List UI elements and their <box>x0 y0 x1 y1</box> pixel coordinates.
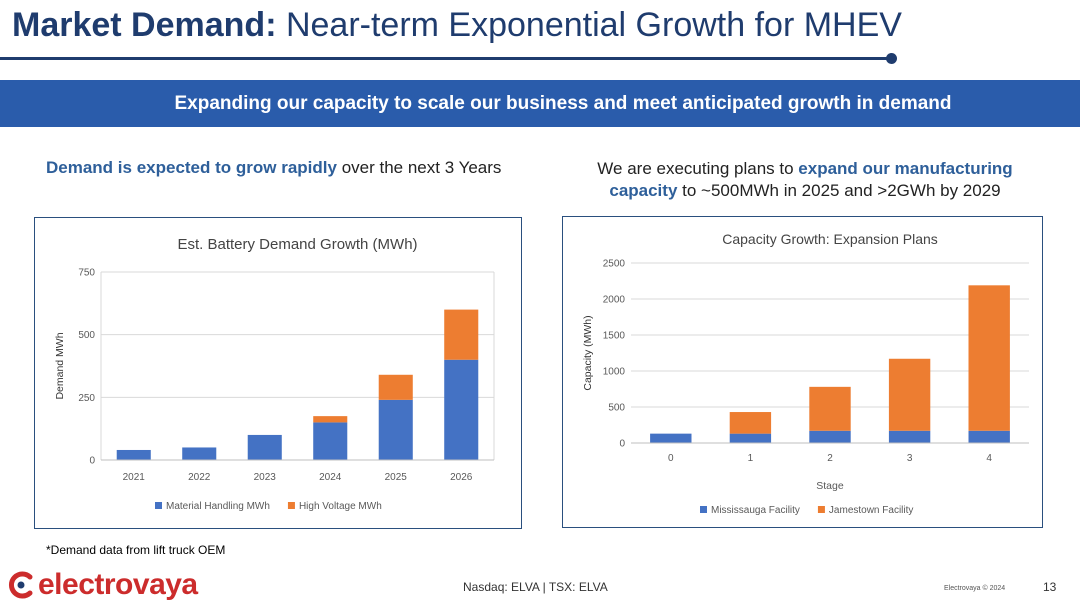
y-tick-label: 0 <box>619 439 625 450</box>
capacity-chart: Capacity Growth: Expansion Plans 0 500 1000… <box>582 231 1029 516</box>
stock-ticker: Nasdaq: ELVA | TSX: ELVA <box>463 580 608 594</box>
right-subheading: We are executing plans to expand our man… <box>570 158 1040 202</box>
x-tick-label: 2021 <box>123 472 146 483</box>
legend-swatch <box>700 506 707 513</box>
page-number: 13 <box>1043 580 1057 594</box>
copyright: Electrovaya © 2024 <box>944 585 1006 592</box>
title-divider <box>0 57 892 60</box>
y-tick-label: 1500 <box>603 331 626 342</box>
x-tick-label: 2022 <box>188 472 211 483</box>
bar-segment <box>888 358 931 431</box>
legend-swatch <box>287 502 295 509</box>
x-tick-label: 4 <box>986 453 992 464</box>
chart-title: Capacity Growth: Expansion Plans <box>722 231 938 247</box>
y-axis-title: Capacity (MWh) <box>582 315 594 390</box>
banner-text: Expanding our capacity to scale our busi… <box>174 92 952 114</box>
x-tick-label: 2025 <box>385 472 408 483</box>
page-title-bold: Market Demand: <box>12 6 277 44</box>
footnote: *Demand data from lift truck OEM <box>46 543 226 557</box>
legend-swatch <box>817 506 825 513</box>
x-tick-label: 2024 <box>319 472 342 483</box>
demand-chart: Est. Battery Demand Growth (MWh) 0 250 500 7… <box>54 236 495 512</box>
x-tick-label: 2 <box>827 453 833 464</box>
capacity-chart-panel: Capacity Growth: Expansion Plans 0 500 1000… <box>562 216 1043 528</box>
x-tick-label: 2023 <box>254 472 277 483</box>
left-subheading: Demand is expected to grow rapidly over … <box>46 158 501 178</box>
right-subheading-part1: We are executing plans to <box>597 159 799 178</box>
legend-label: Material Handling MWh <box>166 501 270 512</box>
logo-text: electrovaya <box>38 568 198 601</box>
bar-segment <box>444 309 479 360</box>
legend-swatch <box>155 502 162 509</box>
title-divider-dot <box>886 53 897 64</box>
y-tick-label: 0 <box>89 456 95 467</box>
y-tick-label: 500 <box>78 330 95 341</box>
bar-segment <box>313 422 348 460</box>
y-axis-title: Demand MWh <box>54 332 66 399</box>
x-tick-label: 3 <box>907 453 913 464</box>
legend-label: Mississauga Facility <box>711 505 800 516</box>
right-subheading-rest: to ~500MWh in 2025 and >2GWh by 2029 <box>677 181 1001 200</box>
bar-segment <box>313 416 348 423</box>
bar-segment <box>888 430 931 443</box>
left-subheading-highlight: Demand is expected to grow rapidly <box>46 158 337 177</box>
bar-segment <box>378 374 413 400</box>
chart-title: Est. Battery Demand Growth (MWh) <box>177 236 417 253</box>
bar-segment <box>809 430 851 443</box>
bar-segment <box>182 447 217 460</box>
x-tick-label: 1 <box>748 453 754 464</box>
bar-segment <box>968 430 1010 443</box>
bar-segment <box>809 386 851 431</box>
bar-segment <box>650 433 692 443</box>
demand-chart-panel: Est. Battery Demand Growth (MWh) 0 250 500 7… <box>34 217 522 529</box>
y-tick-label: 250 <box>78 393 95 404</box>
page-title: Market Demand: Near-term Exponential Gro… <box>12 6 902 45</box>
x-axis-title: Stage <box>816 480 844 492</box>
y-tick-label: 2000 <box>603 295 626 306</box>
right-subheading-highlight1: expand our manufacturing <box>798 159 1013 178</box>
y-tick-label: 2500 <box>603 259 626 270</box>
x-tick-label: 2026 <box>450 472 473 483</box>
electrovaya-logo: electrovaya <box>6 568 198 602</box>
bar-segment <box>968 285 1010 431</box>
y-tick-label: 750 <box>78 268 95 279</box>
page-title-rest: Near-term Exponential Growth for MHEV <box>276 6 902 44</box>
bar-segment <box>729 412 772 434</box>
banner: Expanding our capacity to scale our busi… <box>0 80 1080 127</box>
x-tick-label: 0 <box>668 453 674 464</box>
legend-label: Jamestown Facility <box>829 505 913 516</box>
right-subheading-highlight2: capacity <box>609 181 678 200</box>
bar-segment <box>247 434 282 460</box>
logo-mark-icon <box>9 571 33 599</box>
y-tick-label: 1000 <box>603 367 626 378</box>
left-subheading-rest: over the next 3 Years <box>336 158 502 177</box>
legend-label: High Voltage MWh <box>299 501 382 512</box>
bar-segment <box>729 433 772 443</box>
bar-segment <box>378 399 413 460</box>
bar-segment <box>444 359 479 460</box>
y-tick-label: 500 <box>608 403 625 414</box>
bar-segment <box>116 449 151 460</box>
